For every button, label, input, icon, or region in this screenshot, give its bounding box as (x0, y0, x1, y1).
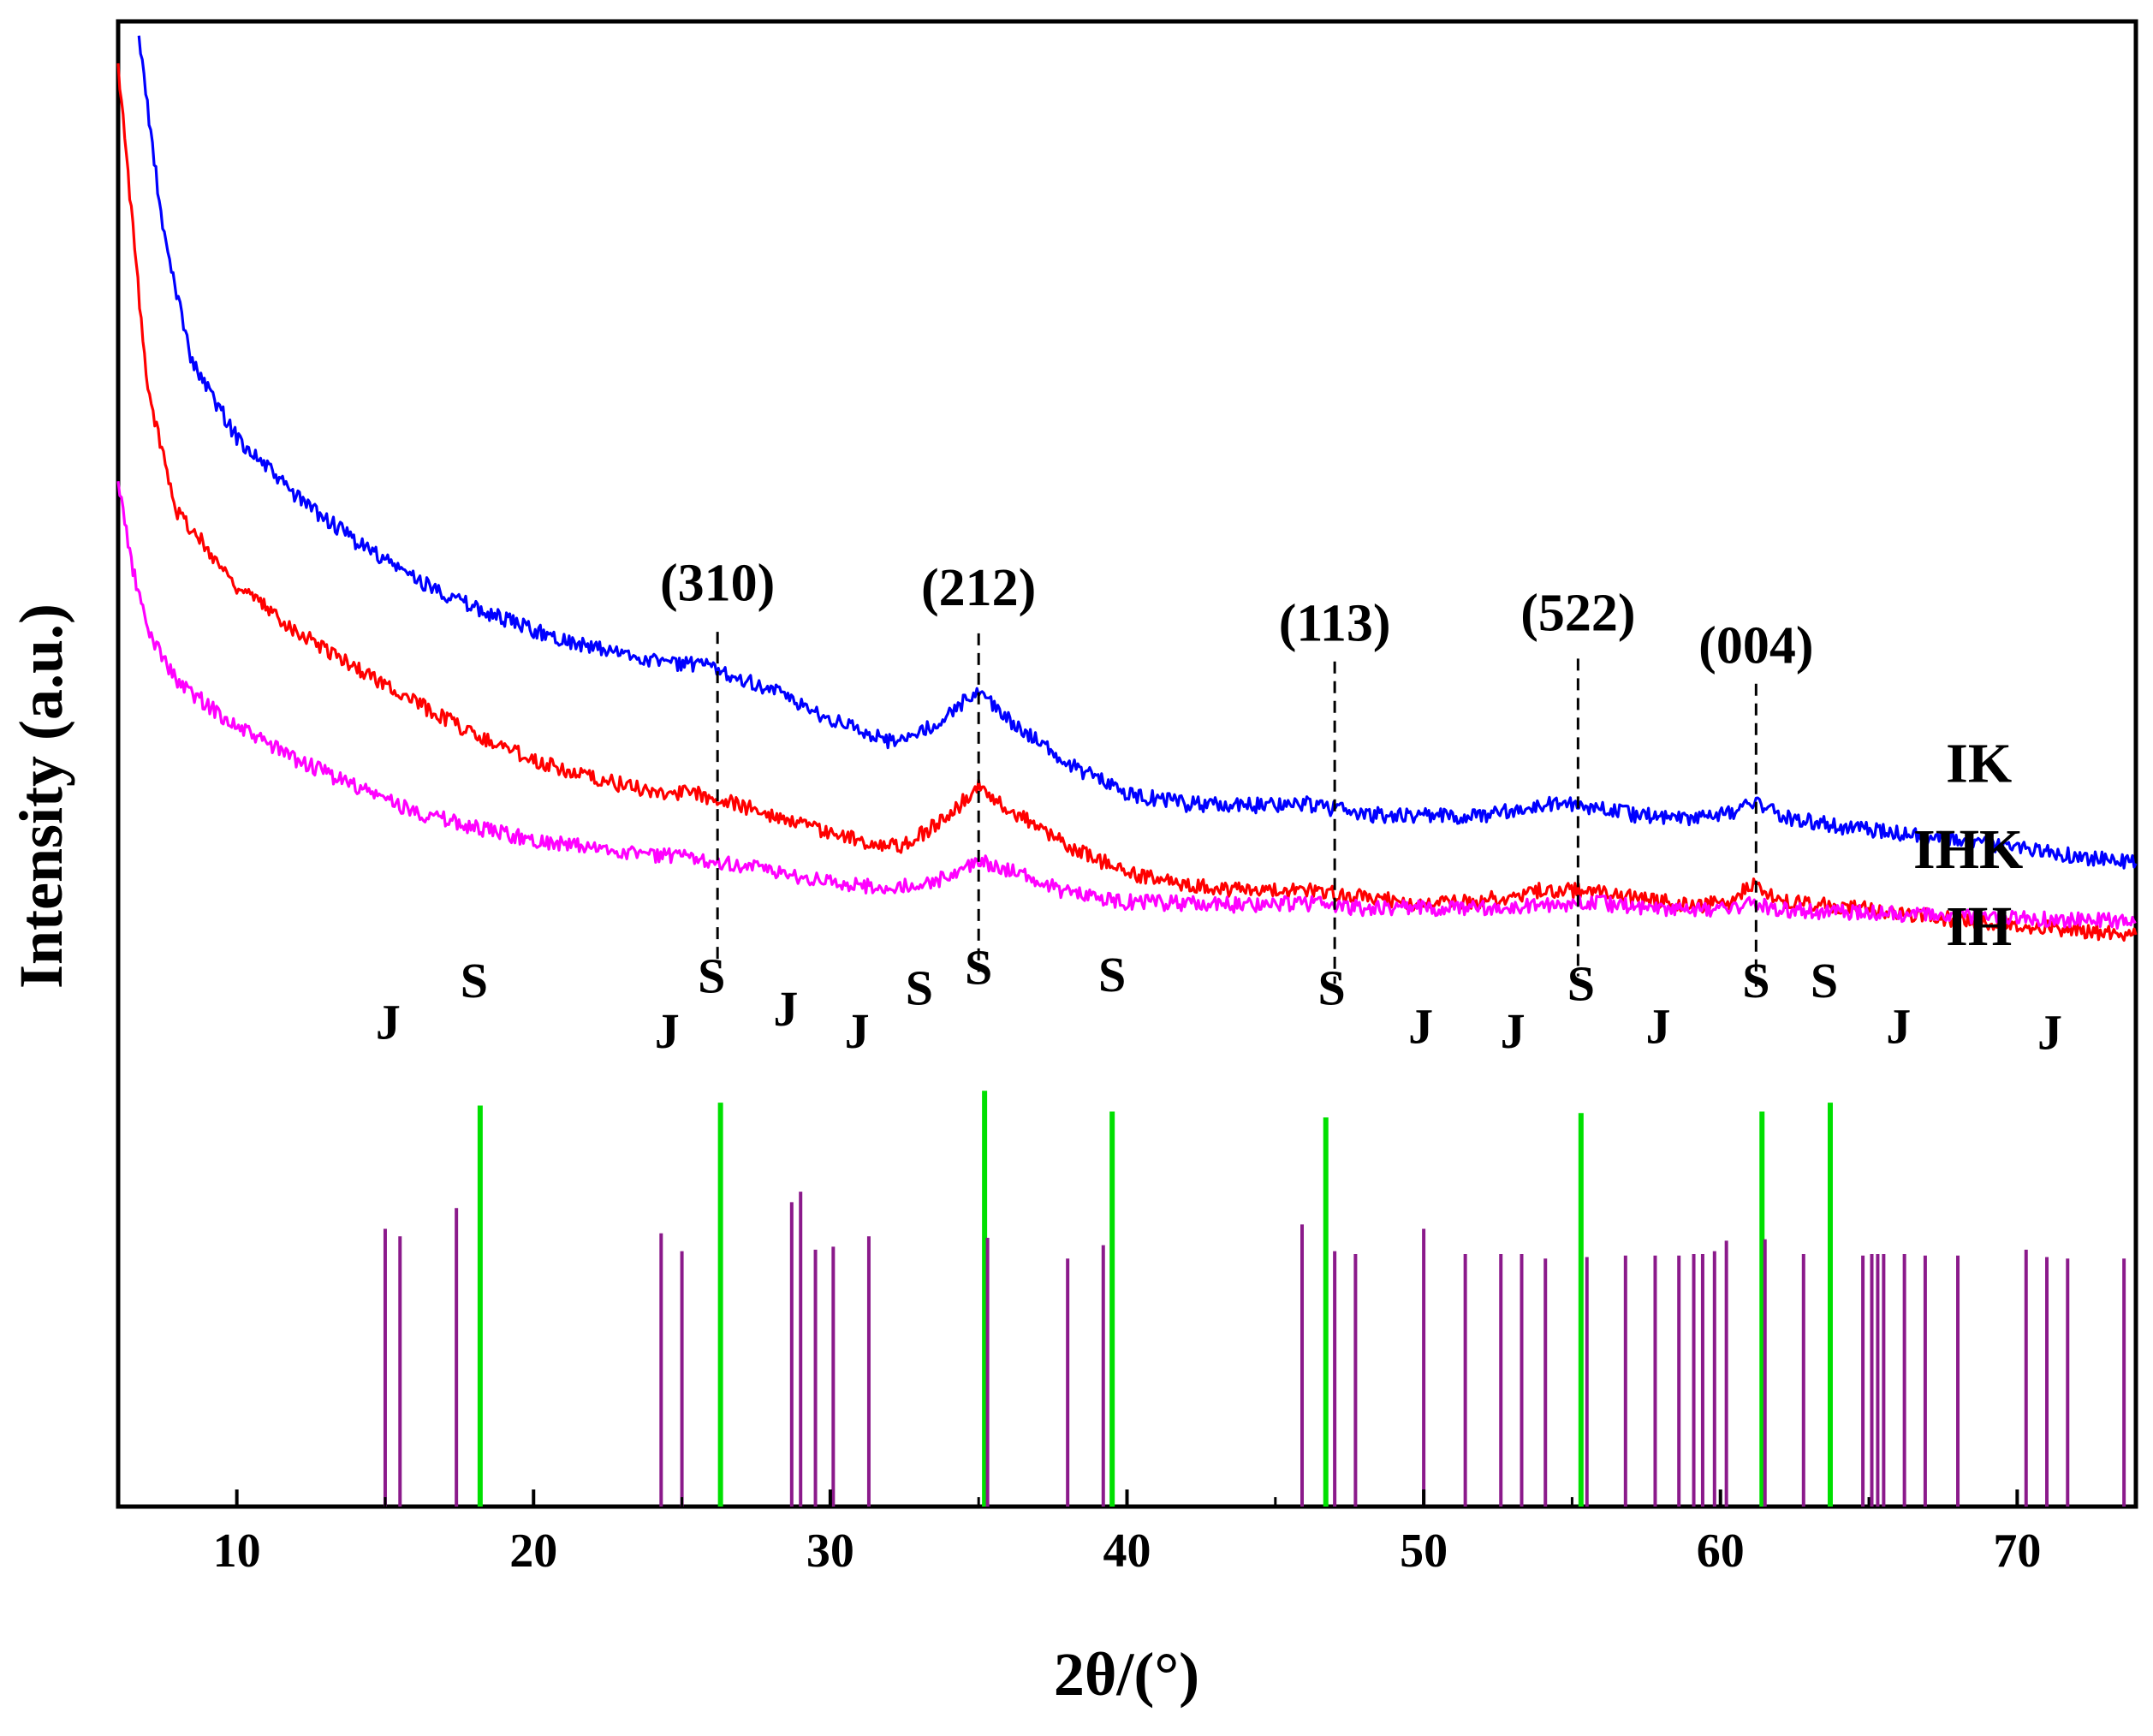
plot-frame (116, 19, 2138, 1509)
reference-letter-J: J (376, 994, 401, 1049)
peak-label: (113) (1279, 594, 1391, 652)
series-group (116, 35, 2138, 942)
series-label-IHK: IHK (1913, 818, 2023, 881)
reference-letter-S: S (1742, 953, 1769, 1008)
reference-letter-S: S (965, 939, 992, 995)
x-tick-label: 30 (806, 1525, 854, 1578)
reference-letter-J: J (655, 1003, 680, 1059)
reference-lines (383, 1091, 2126, 1507)
x-tick-label: 70 (1993, 1525, 2041, 1578)
series-line-IH (116, 481, 2137, 930)
x-axis: 10 20 30 40 50 60 70 (213, 1489, 2041, 1578)
reference-letter-J: J (1886, 999, 1911, 1055)
reference-letter-S: S (906, 960, 933, 1016)
reference-letter-S: S (1567, 955, 1595, 1011)
reference-letter-J: J (2037, 1005, 2062, 1061)
peak-label: (310) (660, 555, 775, 613)
reference-letter-J: J (1645, 999, 1670, 1055)
series-label-IK: IK (1946, 732, 2012, 794)
reference-letter-S: S (698, 948, 725, 1004)
reference-letter-J: J (845, 1003, 870, 1059)
reference-letter-J: J (1408, 999, 1433, 1055)
x-tick-label: 20 (509, 1525, 557, 1578)
reference-letter-S: S (1318, 960, 1346, 1016)
x-tick-label: 10 (213, 1525, 261, 1578)
peak-label: (522) (1520, 584, 1635, 642)
series-line-IHK (116, 62, 2138, 942)
annotations-group: (310) (212) (113) (522) (004) (660, 555, 1813, 987)
reference-letter-J: J (773, 981, 798, 1037)
x-axis-title: 2θ/(°) (1054, 1640, 1199, 1709)
y-axis-title: Intensity (a.u.) (7, 603, 75, 989)
x-tick-label: 40 (1103, 1525, 1151, 1578)
reference-letter-S: S (1811, 953, 1838, 1008)
x-tick-label: 60 (1697, 1525, 1745, 1578)
reference-letter-S: S (1098, 947, 1126, 1002)
series-label-IH: IH (1946, 895, 2012, 958)
reference-letter-S: S (461, 953, 488, 1008)
reference-letter-J: J (1501, 1003, 1526, 1059)
peak-label: (212) (921, 559, 1036, 617)
x-tick-label: 50 (1400, 1525, 1448, 1578)
peak-label: (004) (1698, 617, 1813, 675)
series-line-IK (137, 35, 2138, 870)
